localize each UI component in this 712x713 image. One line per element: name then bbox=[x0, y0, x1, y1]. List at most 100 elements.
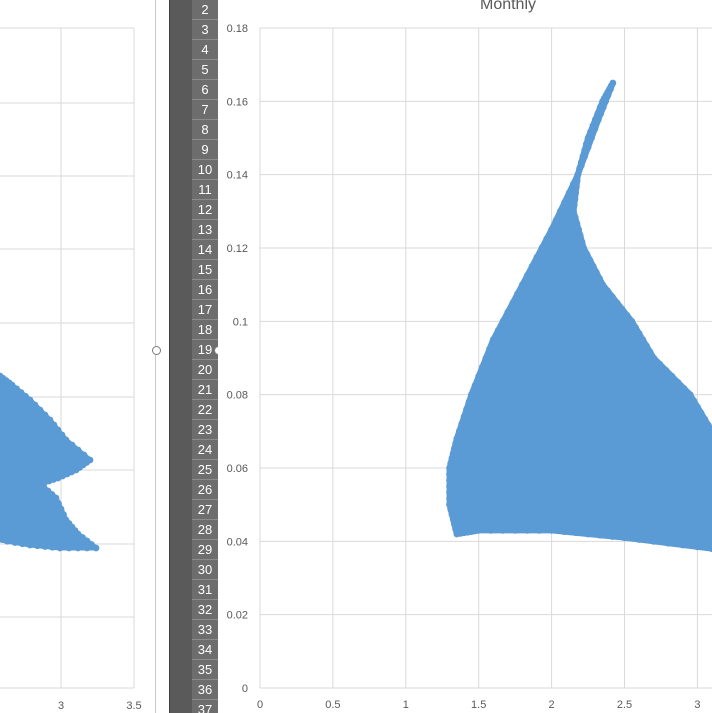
left-scatter-point bbox=[41, 543, 49, 550]
left-scatter-point bbox=[31, 401, 39, 409]
scatter-point bbox=[607, 82, 615, 90]
row-number[interactable]: 26 bbox=[192, 480, 218, 500]
scatter-point bbox=[446, 470, 453, 478]
scatter-point bbox=[570, 201, 578, 209]
row-number[interactable]: 16 bbox=[192, 280, 218, 300]
row-number[interactable]: 19 bbox=[192, 340, 218, 360]
scatter-point bbox=[639, 336, 647, 344]
left-scatter-point bbox=[11, 539, 19, 546]
row-number[interactable]: 18 bbox=[192, 320, 218, 340]
scatter-point bbox=[650, 537, 658, 545]
row-number[interactable]: 4 bbox=[192, 40, 218, 60]
left-chart-svg: 3 3.5 bbox=[0, 27, 142, 712]
row-number[interactable]: 36 bbox=[192, 680, 218, 700]
scatter-point bbox=[632, 324, 639, 331]
x-tick-label: 3 bbox=[694, 699, 700, 711]
row-number[interactable]: 20 bbox=[192, 360, 218, 380]
scatter-point bbox=[604, 287, 611, 295]
scatter-point bbox=[561, 198, 569, 206]
chart-title: Monthly bbox=[480, 0, 536, 13]
row-number[interactable]: 9 bbox=[192, 140, 218, 160]
y-tick-label: 0.1 bbox=[233, 316, 248, 328]
left-scatter-point bbox=[52, 494, 60, 502]
left-scatter-point bbox=[17, 389, 25, 396]
row-number[interactable]: 11 bbox=[192, 180, 218, 200]
left-scatter-point bbox=[26, 396, 34, 404]
scatter-point bbox=[504, 308, 512, 316]
scatter-point bbox=[584, 530, 592, 538]
row-number[interactable]: 35 bbox=[192, 660, 218, 680]
left-chart[interactable]: 3 3.5 bbox=[0, 0, 158, 713]
left-scatter-points bbox=[0, 372, 100, 552]
row-number[interactable]: 12 bbox=[192, 200, 218, 220]
scatter-point bbox=[635, 536, 643, 543]
x-tick-label: 1 bbox=[403, 699, 409, 711]
scatter-point bbox=[446, 482, 453, 490]
scatter-point bbox=[458, 420, 466, 428]
row-number[interactable]: 21 bbox=[192, 380, 218, 400]
row-number[interactable]: 3 bbox=[192, 20, 218, 40]
scatter-point bbox=[591, 116, 599, 124]
row-number[interactable]: 28 bbox=[192, 520, 218, 540]
row-number[interactable]: 23 bbox=[192, 420, 218, 440]
scatter-point bbox=[560, 528, 568, 535]
scatter-point bbox=[576, 165, 583, 172]
scatter-point bbox=[704, 421, 712, 429]
scatter-point bbox=[577, 159, 585, 166]
scatter-point bbox=[694, 403, 701, 411]
scatter-point bbox=[596, 104, 604, 111]
row-number[interactable]: 37 bbox=[192, 700, 218, 713]
row-number[interactable]: 33 bbox=[192, 620, 218, 640]
scatter-point bbox=[499, 317, 507, 325]
scatter-point bbox=[576, 232, 584, 240]
scatter-point bbox=[565, 189, 573, 197]
scatter-point bbox=[642, 342, 650, 350]
scatter-point bbox=[589, 122, 597, 130]
scatter-point bbox=[511, 526, 519, 534]
scatter-point bbox=[509, 299, 517, 307]
row-number[interactable]: 6 bbox=[192, 80, 218, 100]
scatter-point bbox=[571, 195, 579, 203]
row-number[interactable]: 5 bbox=[192, 60, 218, 80]
left-scatter-point bbox=[13, 385, 20, 393]
scatter-point bbox=[468, 391, 475, 399]
resize-handle[interactable] bbox=[152, 346, 161, 355]
row-number[interactable]: 31 bbox=[192, 580, 218, 600]
scatter-point bbox=[694, 543, 701, 551]
row-number[interactable]: 17 bbox=[192, 300, 218, 320]
row-number[interactable]: 34 bbox=[192, 640, 218, 660]
scatter-point bbox=[596, 531, 604, 539]
scatter-point bbox=[596, 275, 603, 282]
scatter-point bbox=[487, 526, 495, 534]
scatter-point bbox=[668, 372, 676, 380]
scatter-point bbox=[455, 427, 463, 435]
scatter-point bbox=[575, 226, 582, 234]
chart-resize-border[interactable] bbox=[155, 0, 170, 713]
row-number[interactable]: 22 bbox=[192, 400, 218, 420]
monthly-chart[interactable]: Monthly 0 0.02 0.04 0.06 0.08 0.1 0.12 0.14 0.16… bbox=[218, 0, 712, 713]
scatter-point bbox=[573, 183, 580, 191]
row-number[interactable]: 2 bbox=[192, 0, 218, 20]
left-scatter-point bbox=[34, 542, 41, 550]
left-scatter-point bbox=[58, 431, 66, 439]
row-number[interactable]: 29 bbox=[192, 540, 218, 560]
row-number[interactable]: 32 bbox=[192, 600, 218, 620]
row-number[interactable]: 30 bbox=[192, 560, 218, 580]
row-number[interactable]: 24 bbox=[192, 440, 218, 460]
row-number[interactable]: 27 bbox=[192, 500, 218, 520]
scatter-point bbox=[608, 533, 616, 540]
scatter-point bbox=[471, 382, 479, 389]
row-number[interactable]: 10 bbox=[192, 160, 218, 180]
scatter-point bbox=[589, 262, 597, 270]
row-number[interactable]: 7 bbox=[192, 100, 218, 120]
left-scatter-point bbox=[54, 426, 62, 434]
row-number[interactable]: 8 bbox=[192, 120, 218, 140]
scatter-point bbox=[543, 235, 551, 243]
row-number[interactable]: 25 bbox=[192, 460, 218, 480]
row-number[interactable]: 13 bbox=[192, 220, 218, 240]
scatter-point bbox=[686, 391, 694, 399]
left-scatter-point bbox=[22, 392, 29, 400]
row-number[interactable]: 14 bbox=[192, 240, 218, 260]
scatter-point bbox=[548, 226, 556, 234]
row-number[interactable]: 15 bbox=[192, 260, 218, 280]
